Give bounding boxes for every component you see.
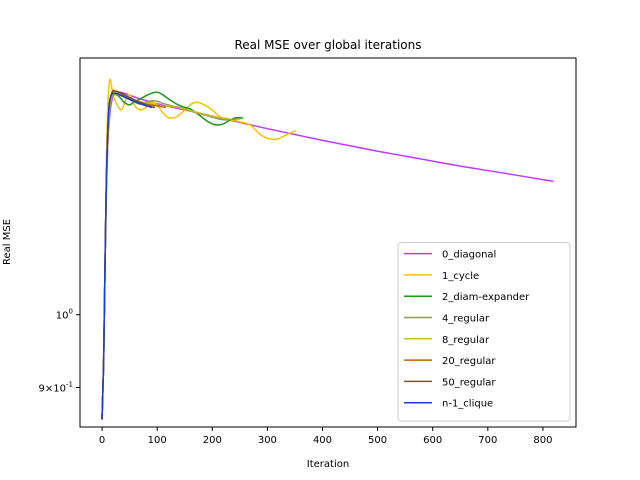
series-line-n-1_clique bbox=[101, 92, 153, 420]
x-ticks: 0 100 200 300 400 500 600 700 800 bbox=[99, 427, 552, 446]
series-line-1_cycle bbox=[101, 78, 296, 420]
y-ticks: 100 9×10-1 bbox=[39, 308, 80, 395]
x-tick-label: 500 bbox=[368, 435, 387, 446]
legend-label: 0_diagonal bbox=[442, 250, 496, 261]
axes-frame bbox=[79, 57, 577, 428]
x-tick-label: 100 bbox=[148, 435, 167, 446]
legend-label: 2_diam-expander bbox=[442, 292, 530, 303]
legend-box bbox=[397, 242, 571, 422]
legend-label: 8_regular bbox=[442, 335, 490, 346]
x-tick-label: 200 bbox=[203, 435, 222, 446]
chart-title: Real MSE over global iterations bbox=[235, 38, 422, 52]
x-tick-label: 800 bbox=[533, 435, 552, 446]
legend-label: 4_regular bbox=[442, 314, 490, 325]
legend: 0_diagonal 1_cycle 2_diam-expander 4_regula… bbox=[397, 242, 571, 422]
legend-label: 1_cycle bbox=[442, 271, 479, 282]
x-tick-label: 300 bbox=[258, 435, 277, 446]
x-axis-label: Iteration bbox=[307, 459, 349, 470]
x-tick-label: 400 bbox=[313, 435, 332, 446]
legend-label: 20_regular bbox=[442, 356, 496, 367]
series-layer bbox=[101, 78, 554, 420]
x-tick-label: 600 bbox=[423, 435, 442, 446]
legend-label: n-1_clique bbox=[442, 399, 493, 410]
y-axis-label: Real MSE bbox=[2, 219, 13, 265]
x-tick-label: 700 bbox=[478, 435, 497, 446]
legend-label: 50_regular bbox=[442, 377, 496, 388]
y-tick-label: 9×10-1 bbox=[39, 381, 73, 395]
x-tick-label: 0 bbox=[99, 435, 105, 446]
y-tick-label: 100 bbox=[56, 308, 73, 322]
